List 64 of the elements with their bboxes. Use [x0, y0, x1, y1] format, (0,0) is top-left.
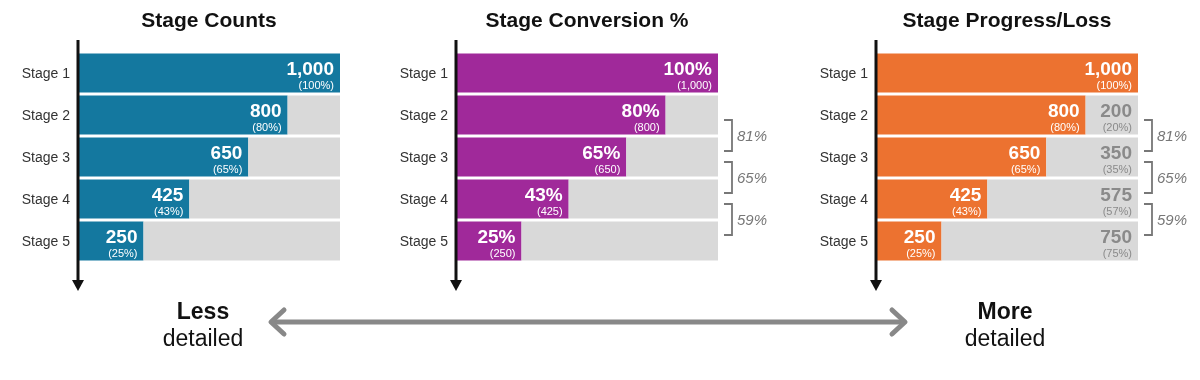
- data-label: 800 (80%): [249, 100, 282, 133]
- bar: [568, 179, 718, 219]
- bar: [78, 95, 288, 135]
- data-label: 100% (1,000): [663, 58, 713, 91]
- chart-title: Stage Conversion %: [484, 8, 690, 32]
- text: 65%: [737, 168, 768, 186]
- bar: [626, 137, 718, 177]
- y-tick-label: Stage 2: [819, 106, 869, 123]
- data-label: 65% (650): [582, 142, 621, 175]
- bar: [143, 221, 340, 261]
- text: 81%: [1157, 126, 1188, 144]
- y-tick-label: Stage 5: [399, 232, 449, 249]
- data-label: 200 (20%): [1100, 100, 1132, 133]
- bar: [78, 137, 249, 177]
- bar: [456, 137, 627, 177]
- y-tick-label: Stage 3: [21, 148, 71, 165]
- data-label: 250 (25%): [105, 226, 138, 259]
- y-tick-label: Stage 5: [21, 232, 71, 249]
- bar: [876, 137, 1047, 177]
- text: 81%: [737, 126, 768, 144]
- y-tick-label: Stage 2: [399, 106, 449, 123]
- y-tick-label: Stage 4: [21, 190, 71, 207]
- bar: [287, 95, 340, 135]
- data-label: 800 (80%): [1047, 100, 1080, 133]
- data-label: 250 (25%): [903, 226, 936, 259]
- data-label: 425 (43%): [151, 184, 184, 217]
- bar: [665, 95, 718, 135]
- chart-title: Stage Counts: [140, 8, 278, 32]
- y-tick-label: Stage 1: [21, 64, 71, 81]
- bar: [456, 95, 666, 135]
- text: More detailed: [963, 298, 1047, 352]
- text: 65%: [1157, 168, 1188, 186]
- data-label: 1,000 (100%): [286, 58, 334, 91]
- data-label: 425 (43%): [949, 184, 982, 217]
- data-label: 80% (800): [621, 100, 660, 133]
- y-tick-label: Stage 3: [819, 148, 869, 165]
- bar: [456, 53, 718, 93]
- data-label: 650 (65%): [210, 142, 243, 175]
- bar: [521, 221, 718, 261]
- y-tick-label: Stage 4: [399, 190, 449, 207]
- data-label: 1,000 (100%): [1084, 58, 1132, 91]
- y-tick-label: Stage 4: [819, 190, 869, 207]
- bar: [248, 137, 340, 177]
- bar: [189, 179, 340, 219]
- y-tick-label: Stage 2: [21, 106, 71, 123]
- data-label: 750 (75%): [1100, 226, 1132, 259]
- bar: [876, 95, 1086, 135]
- text: Less detailed: [161, 298, 245, 352]
- text: 59%: [1157, 210, 1188, 228]
- data-label: 575 (57%): [1100, 184, 1133, 217]
- y-tick-label: Stage 1: [399, 64, 449, 81]
- bar: [987, 179, 1138, 219]
- y-tick-label: Stage 3: [399, 148, 449, 165]
- bar: [941, 221, 1138, 261]
- y-tick-label: Stage 1: [819, 64, 869, 81]
- data-label: 43% (425): [524, 184, 563, 217]
- data-label: 25% (250): [477, 226, 516, 259]
- bar: [78, 53, 340, 93]
- y-tick-label: Stage 5: [819, 232, 869, 249]
- chart-title: Stage Progress/Loss: [901, 8, 1113, 32]
- text: 59%: [737, 210, 768, 228]
- bar: [876, 53, 1138, 93]
- data-label: 350 (35%): [1100, 142, 1132, 175]
- data-label: 650 (65%): [1008, 142, 1041, 175]
